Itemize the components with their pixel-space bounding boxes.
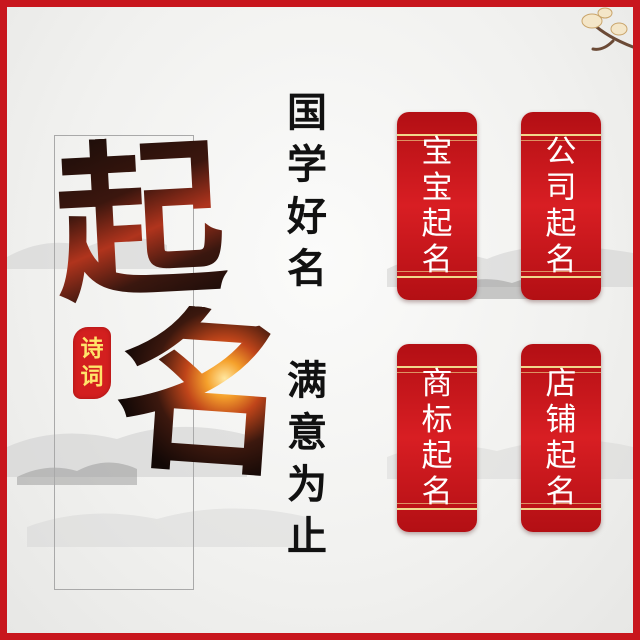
card-char: 宝 xyxy=(421,134,453,170)
card-char: 公 xyxy=(545,134,577,170)
card-char: 名 xyxy=(421,242,453,278)
card-char: 标 xyxy=(421,402,453,438)
service-card-label: 公 司 起 名 xyxy=(546,134,577,278)
service-card-trademark-naming[interactable]: 商 标 起 名 xyxy=(397,344,477,532)
card-char: 名 xyxy=(545,474,577,510)
service-card-label: 宝 宝 起 名 xyxy=(422,134,453,278)
card-char: 起 xyxy=(421,206,453,242)
seal-char: 诗 xyxy=(80,335,104,362)
main-title-char-ming: 名 xyxy=(108,286,297,503)
card-char: 起 xyxy=(545,438,577,474)
slogan-char: 国 xyxy=(287,90,327,136)
service-card-label: 商 标 起 名 xyxy=(422,366,453,510)
card-char: 司 xyxy=(545,170,577,206)
slogan-char: 止 xyxy=(287,514,327,560)
card-char: 起 xyxy=(545,206,577,242)
card-char: 名 xyxy=(545,242,577,278)
card-char: 起 xyxy=(421,438,453,474)
card-char: 店 xyxy=(545,366,577,402)
slogan-top: 国 学 好 名 xyxy=(287,87,327,295)
main-title-char-qi: 起 xyxy=(49,117,231,327)
slogan-bottom: 满 意 为 止 xyxy=(287,355,327,563)
card-char: 名 xyxy=(421,474,453,510)
service-card-shop-naming[interactable]: 店 铺 起 名 xyxy=(521,344,601,532)
poetry-seal: 诗 词 xyxy=(73,327,111,399)
slogan-char: 满 xyxy=(287,358,327,404)
slogan-char: 名 xyxy=(287,246,327,292)
slogan-char: 好 xyxy=(287,194,327,240)
seal-char: 词 xyxy=(80,363,104,390)
slogan-char: 意 xyxy=(287,410,327,456)
slogan-char: 为 xyxy=(287,462,327,508)
service-card-baby-naming[interactable]: 宝 宝 起 名 xyxy=(397,112,477,300)
card-char: 铺 xyxy=(545,402,577,438)
service-card-company-naming[interactable]: 公 司 起 名 xyxy=(521,112,601,300)
card-char: 宝 xyxy=(421,170,453,206)
card-char: 商 xyxy=(421,366,453,402)
slogan-char: 学 xyxy=(287,142,327,188)
service-card-label: 店 铺 起 名 xyxy=(546,366,577,510)
title-frame xyxy=(54,135,194,590)
